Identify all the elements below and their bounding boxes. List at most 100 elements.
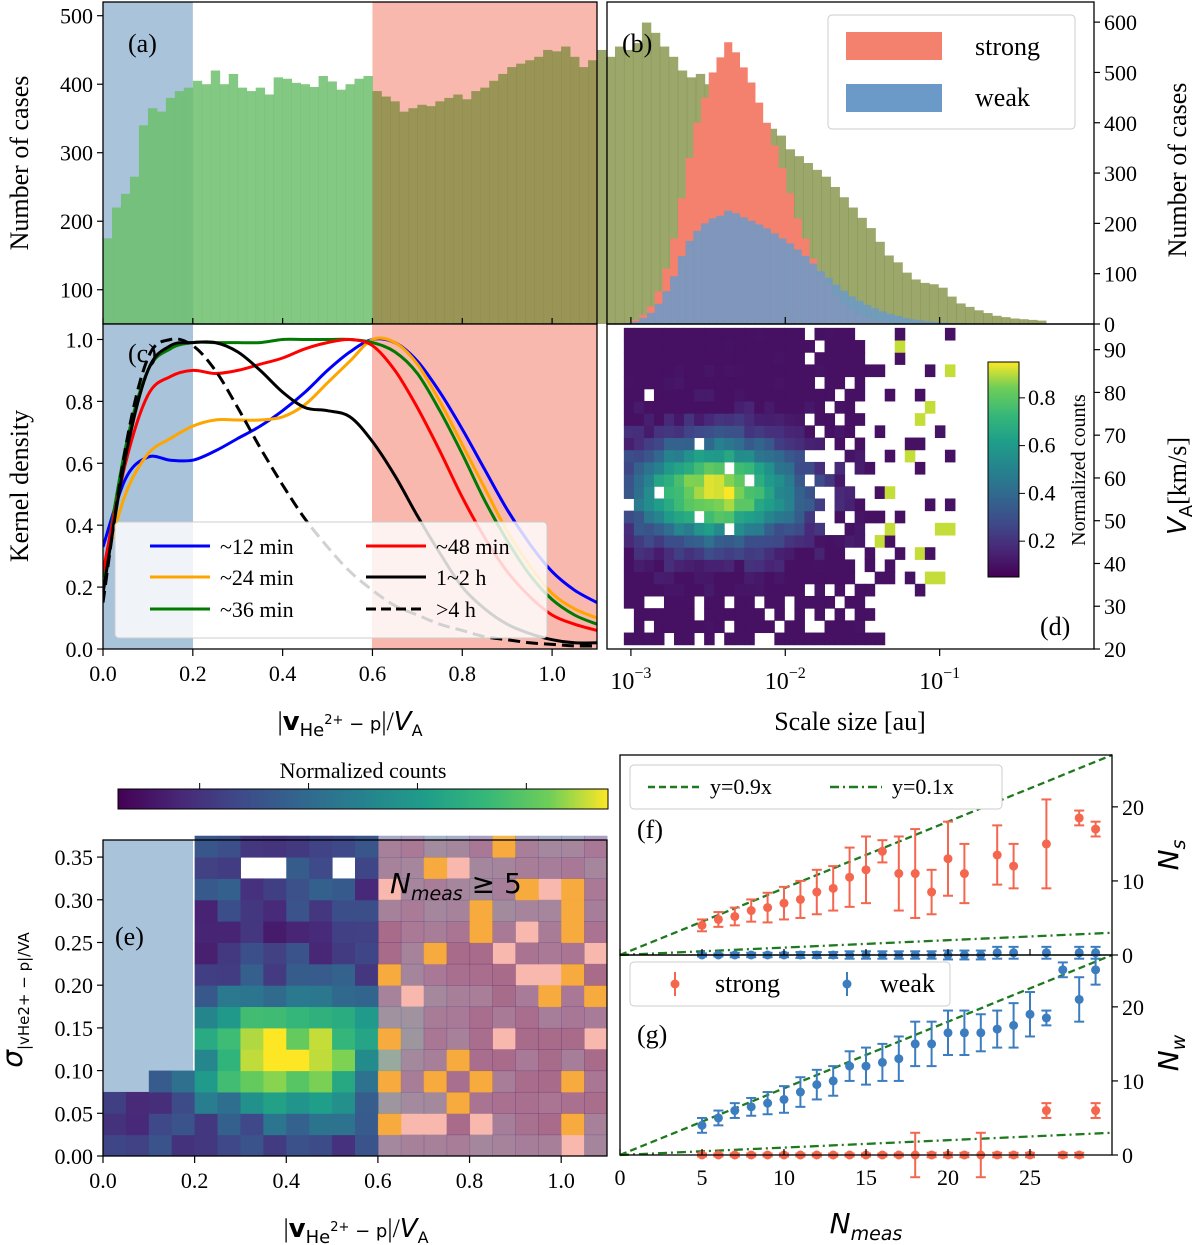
panel-e-cell: [446, 1113, 471, 1136]
panel-d-cell: [714, 461, 725, 475]
panel-d-cell: [854, 608, 866, 621]
panel-d-cell: [674, 571, 685, 585]
panel-d-cell: [744, 547, 755, 560]
panel-a-bar: [668, 56, 679, 325]
panel-e-cell: [469, 1006, 493, 1029]
panel-d-cell: [684, 595, 695, 609]
panel-c-xtick-label: 1.0: [538, 661, 566, 686]
panel-e-cell: [309, 1113, 333, 1136]
panel-d-cell: [694, 352, 705, 365]
panel-d-cell: [904, 571, 916, 585]
panel-e-cell: [309, 1049, 333, 1072]
panel-d-cell: [814, 352, 826, 365]
panel-d-cell: [824, 632, 836, 646]
panel-a-bar: [129, 176, 140, 324]
panel-d-cell: [814, 388, 826, 402]
panel-d-xtick-label: 10−3: [610, 665, 651, 695]
panel-a-bar: [417, 104, 427, 324]
panel-e-cell: [240, 878, 264, 901]
legend-c-box: [114, 521, 548, 639]
panel-a-bar: [1010, 318, 1020, 324]
panel-d-cell: [623, 437, 635, 451]
panel-d-cell: [663, 535, 675, 548]
panel-d-cell: [623, 632, 635, 646]
panel-a-bar: [821, 176, 831, 324]
panel-e-cell: [538, 921, 562, 943]
panel-f-strong-point: [1091, 824, 1101, 834]
panel-d-cell: [704, 364, 715, 378]
panel-d-cell: [623, 400, 635, 414]
panel-d-cell: [684, 400, 695, 414]
panel-d-cell: [854, 595, 866, 609]
panel-a-bar: [183, 87, 194, 324]
panel-d-cell: [794, 388, 805, 402]
panel-e-cell: [263, 878, 287, 901]
panel-e-cell: [538, 857, 562, 879]
panel-d-cell: [834, 583, 846, 597]
panel-d-cell: [694, 559, 705, 573]
panel-e-cell: [355, 857, 379, 879]
panel-a-bar: [579, 67, 589, 324]
panel-d-cell: [623, 474, 635, 487]
panel-a-bar: [471, 91, 481, 324]
panel-a-bar: [884, 255, 894, 324]
panel-e-cell: [538, 1134, 562, 1157]
panel-e-cell: [469, 921, 493, 943]
panel-d-cell: [623, 376, 635, 390]
panel-d-cell: [734, 461, 745, 475]
panel-d-cell: [704, 461, 715, 475]
panel-d-cell: [684, 571, 695, 585]
panel-e-cell: [240, 1070, 264, 1093]
panel-d-cell: [754, 498, 765, 512]
panel-e-cell: [423, 963, 448, 986]
panel-d-cell: [774, 474, 785, 487]
panel-e-cell: [125, 1113, 150, 1136]
panel-e-cell: [584, 857, 608, 879]
panel-d-cell: [643, 400, 655, 414]
panel-d-cell: [814, 571, 826, 585]
panel-a-bar: [552, 51, 562, 324]
panel-d-cell: [814, 498, 826, 512]
panel-e-cell: [332, 1027, 356, 1050]
panel-b-weak-bar: [708, 218, 717, 324]
panel-g: 0 10 20 0 5 10 15 20 25 (g) Nw Nmeas strong weak: [615, 953, 1190, 1245]
panel-e-cell: [492, 835, 516, 858]
panel-d-cell: [684, 364, 695, 378]
panel-e-cell: [584, 1070, 608, 1093]
panel-a-bar: [156, 111, 167, 324]
panel-d-cell: [764, 425, 775, 439]
panel-c-xtick-label: 0.8: [449, 661, 477, 686]
panel-a-bar: [354, 78, 364, 324]
panel-d-cell: [814, 413, 826, 426]
panel-d-cell: [714, 620, 725, 634]
panel-b-weak-bar: [747, 220, 756, 324]
panel-d-cell: [774, 486, 785, 499]
panel-d-cell: [734, 510, 745, 524]
panel-d-cell: [744, 340, 755, 353]
panel-d-cell: [854, 461, 866, 475]
panel-d-cell: [633, 413, 645, 426]
panel-e-cell: [217, 899, 241, 922]
panel-a-bar: [435, 101, 445, 324]
panel-f-weak-point: [992, 948, 1002, 958]
panel-c-xtick-label: 0.6: [359, 661, 387, 686]
panel-e-cell: [538, 1027, 562, 1050]
legend-g-strong-marker: [670, 979, 680, 989]
panel-b-ylabel: Number of cases: [1163, 83, 1192, 258]
panel-a-bar: [363, 75, 373, 324]
panel-d-cell: [663, 620, 675, 634]
panel-e-cell: [377, 985, 402, 1008]
panel-d-cell: [643, 486, 655, 499]
panel-d-cell: [834, 535, 846, 548]
panel-e-cell: [377, 1027, 402, 1050]
panel-d-cell: [774, 461, 785, 475]
panel-d-cell: [794, 486, 805, 499]
panel-d-cell: [764, 474, 775, 487]
panel-e-cell: [217, 835, 241, 858]
panel-a-bar: [264, 94, 275, 324]
panel-e-cell: [217, 1049, 241, 1072]
panel-g-xtick-label: 0: [615, 1165, 626, 1190]
legend-c-12min-label: ~12 min: [220, 534, 294, 559]
panel-b-weak-bar: [639, 317, 648, 324]
panel-d-cell: [734, 340, 745, 353]
